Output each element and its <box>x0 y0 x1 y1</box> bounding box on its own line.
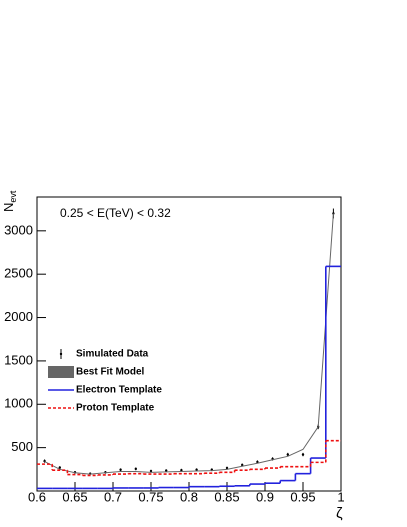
y-tick-label: 1000 <box>4 396 33 411</box>
legend-key <box>48 366 74 378</box>
data-point <box>180 468 183 472</box>
x-tick-label: 0.7 <box>104 489 122 504</box>
data-point <box>119 468 122 471</box>
model-line <box>44 213 334 475</box>
y-tick-label: 2000 <box>4 309 33 324</box>
frame <box>36 196 342 492</box>
y-tick-label: 3000 <box>4 222 33 237</box>
data-point <box>301 453 305 456</box>
data-point <box>225 466 229 470</box>
data-point <box>134 467 137 471</box>
x-tick-label: 0.75 <box>138 489 163 504</box>
y-tick-label: 500 <box>11 439 33 454</box>
y-label-sub: evt <box>8 190 18 203</box>
x-tick-label: 0.65 <box>62 489 87 504</box>
data-point <box>195 468 198 471</box>
x-axis-label: ζ <box>336 505 343 522</box>
legend-label: Proton Template <box>76 403 155 414</box>
x-tick-label: 0.6 <box>28 489 46 504</box>
x-tick-label: 1 <box>337 489 344 504</box>
data-point <box>58 466 61 469</box>
y-axis-label: Nevt <box>1 190 18 212</box>
legend-key <box>59 352 63 356</box>
data-point <box>286 453 289 456</box>
data-point <box>149 469 153 473</box>
data-point <box>241 463 244 467</box>
x-tick-label: 0.85 <box>214 489 239 504</box>
y-tick-label: 1500 <box>4 352 33 367</box>
x-tick-label: 0.8 <box>180 489 198 504</box>
y-tick-label: 2500 <box>4 266 33 281</box>
data-point <box>256 460 259 464</box>
legend-label: Simulated Data <box>76 349 149 360</box>
legend-label: Best Fit Model <box>76 367 145 378</box>
x-tick-label: 0.95 <box>290 489 315 504</box>
x-tick-label: 0.9 <box>256 489 274 504</box>
annotation: 0.25 < E(TeV) < 0.32 <box>60 206 171 220</box>
y-label-main: N <box>1 203 16 212</box>
legend-label: Electron Template <box>76 385 162 396</box>
legend: Simulated Data Best Fit Model Electron Tem… <box>48 349 162 414</box>
data-point <box>165 469 168 472</box>
